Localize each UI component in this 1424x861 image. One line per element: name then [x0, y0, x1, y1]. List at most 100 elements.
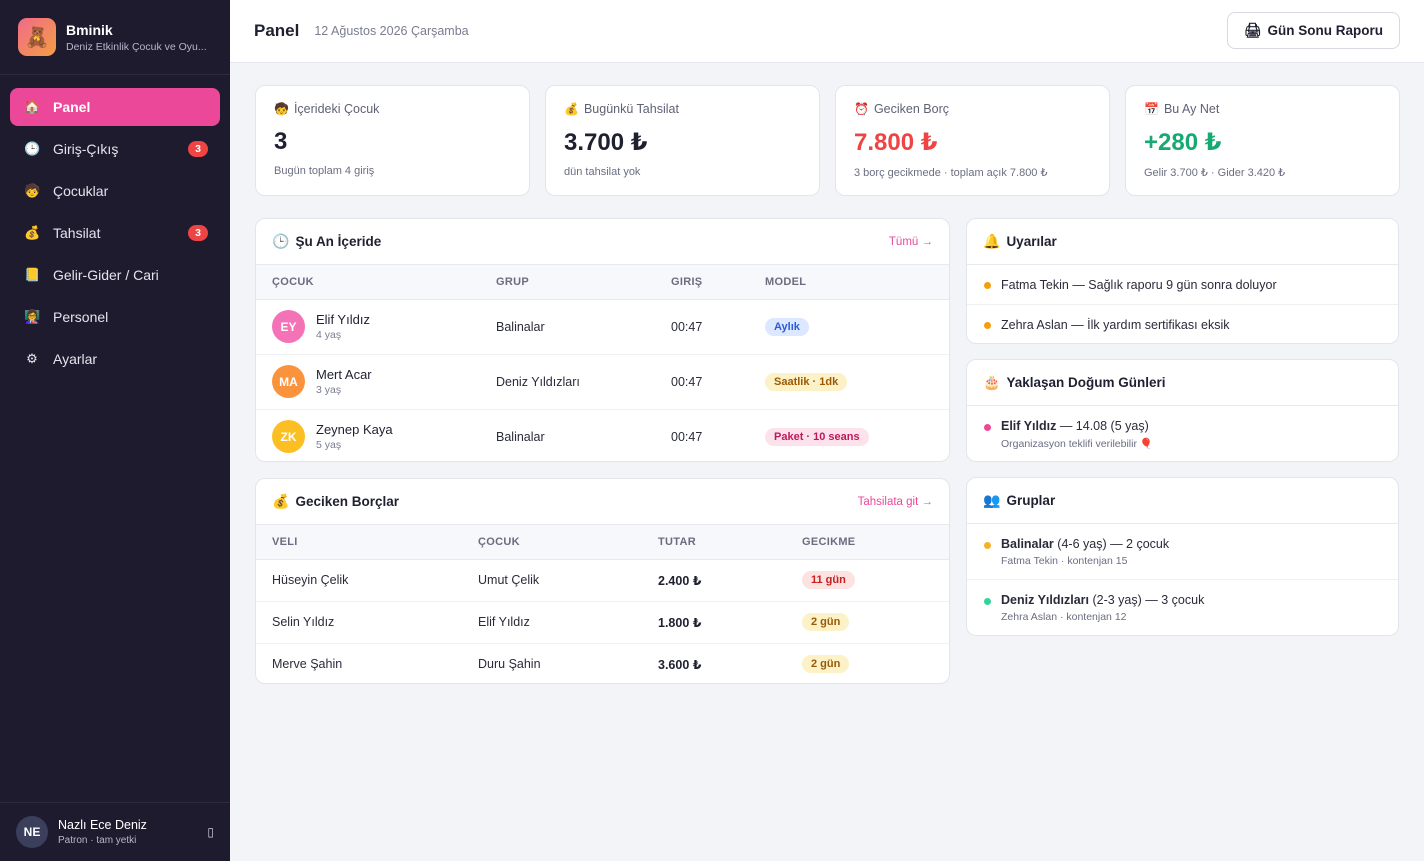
panel-title: Şu An İçeride [295, 234, 382, 249]
table-row[interactable]: Hüseyin Çelik Umut Çelik 2.400 ₺ 11 gün [256, 559, 949, 602]
child-name: Duru Şahin [478, 657, 541, 672]
calendar-icon: 📅 [1144, 102, 1159, 116]
group-cell: Deniz Yıldızları [480, 354, 655, 410]
table-row[interactable]: Selin Yıldız Elif Yıldız 1.800 ₺ 2 gün [256, 601, 949, 644]
ledger-icon: 📒 [24, 267, 41, 282]
people-icon: 👥 [983, 492, 1001, 508]
stat-value: +280 ₺ [1144, 129, 1222, 156]
column-header: Veli [256, 525, 462, 560]
delay-badge: 2 gün [802, 655, 850, 674]
list-item[interactable]: Balinalar (4-6 yaş) — 2 çocuk Fatma Tekin… [967, 524, 1398, 580]
alert-text: Fatma Tekin — Sağlık raporu 9 gün sonra … [1001, 277, 1277, 292]
user-role: Patron · tam yetki [58, 835, 137, 846]
sidebar-item-6[interactable]: ⚙ Ayarlar [10, 340, 220, 378]
panel-title: Geciken Borçlar [295, 494, 399, 509]
checkin-time: 00:47 [671, 429, 703, 444]
inside-now-panel: 🕒 Şu An İçeride Tümü → Çocuk Grup Giriş … [255, 218, 950, 462]
table-row[interactable]: ZK Zeynep Kaya 5 yaş Balinalar 00:47 Paket · … [256, 409, 949, 461]
stat-title: Bu Ay Net [1163, 102, 1220, 116]
panel-title: Yaklaşan Doğum Günleri [1006, 375, 1166, 390]
status-dot [984, 598, 991, 605]
stat-title: Geciken Borç [873, 102, 949, 116]
alarm-clock-icon: ⏰ [854, 102, 869, 116]
sidebar-item-label: Çocuklar [53, 183, 109, 199]
page-header: Panel 12 Ağustos 2026 Çarşamba 🖨 Gün Son… [230, 0, 1424, 63]
money-bag-icon: 💰 [564, 102, 579, 116]
birthdays-panel: 🎂 Yaklaşan Doğum Günleri Elif Yıldız — 1… [966, 359, 1399, 462]
group-staff: Fatma Tekin · kontenjan 15 [1001, 555, 1128, 567]
user-name: Nazlı Ece Deniz [58, 818, 147, 832]
sidebar-item-0[interactable]: 🏠 Panel [10, 88, 220, 126]
groups-panel: 👥 Gruplar Balinalar (4-6 yaş) — 2 çocuk F… [966, 477, 1399, 636]
amount: 2.400 ₺ [642, 559, 786, 602]
stat-value: 3 [274, 128, 288, 155]
checkin-time: 00:47 [655, 299, 749, 355]
list-item[interactable]: Fatma Tekin — Sağlık raporu 9 gün sonra … [967, 265, 1398, 305]
user-profile[interactable]: NE Nazlı Ece Deniz Patron · tam yetki ▯ [0, 802, 230, 861]
column-header: Giriş [655, 265, 749, 300]
bell-icon: 🔔 [983, 233, 1001, 249]
model-badge: Aylık [765, 317, 809, 336]
debts-table: Veli Çocuk Tutar Gecikme Hüseyin Çelik Um… [256, 525, 949, 683]
parent-name: Selin Yıldız [256, 601, 462, 644]
child-age: 3 yaş [316, 384, 342, 396]
delay-badge: 2 gün [802, 613, 850, 631]
child-age: 4 yaş [316, 329, 342, 341]
group-cell: Balinalar [496, 429, 545, 444]
sidebar-item-label: Ayarlar [53, 351, 98, 367]
clock-icon: 🕒 [272, 233, 290, 249]
stat-title: Bugünkü Tahsilat [583, 102, 679, 116]
sidebar-item-5[interactable]: 👩‍🏫 Personel [10, 298, 220, 336]
sidebar-item-1[interactable]: 🕒 Giriş-Çıkış 3 [10, 130, 220, 168]
status-dot [984, 542, 991, 549]
clock-icon: 🕒 [24, 141, 41, 156]
list-item[interactable]: Deniz Yıldızları (2-3 yaş) — 3 çocuk Zehr… [967, 580, 1398, 635]
column-header: Model [749, 265, 949, 300]
column-header: Çocuk [462, 525, 642, 560]
sidebar-item-4[interactable]: 📒 Gelir-Gider / Cari [10, 256, 220, 294]
avatar: MA [272, 365, 305, 398]
sidebar-item-2[interactable]: 🧒 Çocuklar [10, 172, 220, 210]
sidebar-item-label: Giriş-Çıkış [53, 141, 119, 157]
view-all-link[interactable]: Tümü → [888, 235, 933, 248]
parent-name: Hüseyin Çelik [256, 559, 462, 602]
end-of-day-report-button[interactable]: 🖨 Gün Sonu Raporu [1226, 12, 1400, 49]
list-item[interactable]: Zehra Aslan — İlk yardım sertifikası eks… [967, 305, 1398, 343]
table-row[interactable]: Merve Şahin Duru Şahin 3.600 ₺ 2 gün [256, 643, 949, 683]
cake-icon: 🎂 [983, 374, 1001, 390]
panel-title: Uyarılar [1006, 234, 1057, 249]
avatar: ZK [272, 420, 305, 454]
child-name: Mert Acar [316, 367, 372, 382]
amount: 1.800 ₺ [642, 601, 786, 644]
stat-sub: 3 borç gecikmede · toplam açık 7.800 ₺ [854, 167, 1048, 179]
sidebar-item-3[interactable]: 💰 Tahsilat 3 [10, 214, 220, 252]
money-bag-icon: 💰 [24, 225, 41, 240]
app-name: Bminik [66, 21, 113, 38]
brand: 🧸 Bminik Deniz Etkinlik Çocuk ve Oyu... [0, 0, 230, 75]
gear-icon: ⚙ [26, 351, 38, 366]
count-badge: 3 [188, 225, 208, 241]
stat-card-today-collection: 💰 Bugünkü Tahsilat 3.700 ₺ dün tahsilat y… [545, 85, 820, 196]
logout-icon[interactable]: ▯ [207, 825, 214, 839]
amount: 3.600 ₺ [658, 657, 702, 672]
child-name: Elif Yıldız [316, 312, 370, 327]
birthday-note: Organizasyon teklifi verilebilir 🎈 [1001, 438, 1153, 450]
status-dot [984, 322, 991, 329]
status-dot [984, 282, 991, 289]
column-header: Gecikme [786, 525, 949, 560]
list-item[interactable]: Elif Yıldız — 14.08 (5 yaş) Organizasyon … [967, 406, 1398, 461]
alerts-panel: 🔔 Uyarılar Fatma Tekin — Sağlık raporu 9… [966, 218, 1399, 344]
alert-text: Zehra Aslan — İlk yardım sertifikası eks… [1001, 318, 1230, 332]
group-detail: (2-3 yaş) — 3 çocuk [1089, 593, 1205, 607]
table-row[interactable]: MA Mert Acar 3 yaş Deniz Yıldızları 00:47 Saa… [256, 354, 949, 410]
group-staff: Zehra Aslan · kontenjan 12 [1001, 611, 1127, 623]
child-age: 5 yaş [316, 439, 342, 452]
panel-title: Gruplar [1006, 493, 1056, 508]
stat-value: 3.700 ₺ [564, 129, 648, 156]
child-icon: 🧒 [24, 183, 41, 198]
stat-card-month-net: 📅 Bu Ay Net +280 ₺ Gelir 3.700 ₺ · Gider … [1125, 85, 1400, 196]
count-badge: 3 [188, 141, 208, 157]
table-row[interactable]: EY Elif Yıldız 4 yaş Balinalar 00:47 Aylık [256, 299, 949, 355]
inside-table: Çocuk Grup Giriş Model EY Elif Yıldız 4 ya… [256, 265, 949, 461]
go-to-collection-link[interactable]: Tahsilata git → [857, 495, 933, 508]
